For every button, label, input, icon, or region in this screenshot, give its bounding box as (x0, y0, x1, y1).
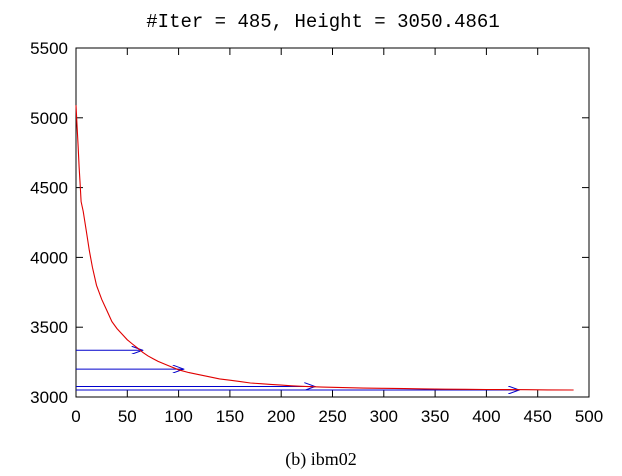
y-tick-label: 5500 (30, 39, 68, 58)
plot-frame (75, 47, 590, 398)
x-tick-label: 150 (216, 407, 244, 426)
x-tick-label: 0 (71, 407, 80, 426)
series-layer (75, 105, 574, 391)
y-tick-label: 3000 (30, 388, 68, 407)
x-tick-label: 400 (472, 407, 500, 426)
x-tick-label: 450 (524, 407, 552, 426)
series-line (75, 105, 574, 391)
y-tick-label: 4500 (30, 179, 68, 198)
y-tick-label: 5000 (30, 109, 68, 128)
x-tick-label: 100 (164, 407, 192, 426)
ticks-layer: 0 50 100 150 200 250 300 350 400 450 500 3000 3500 40… (30, 39, 603, 426)
x-tick-label: 200 (267, 407, 295, 426)
arrows-layer (76, 350, 519, 390)
x-tick-label: 250 (318, 407, 346, 426)
y-tick-label: 3500 (30, 318, 68, 337)
chart-caption: (b) ibm02 (285, 449, 357, 470)
y-tick-label: 4000 (30, 248, 68, 267)
chart-title: #Iter = 485, Height = 3050.4861 (146, 11, 499, 33)
x-tick-label: 50 (118, 407, 137, 426)
x-tick-label: 300 (370, 407, 398, 426)
x-tick-label: 500 (575, 407, 603, 426)
x-tick-label: 350 (421, 407, 449, 426)
